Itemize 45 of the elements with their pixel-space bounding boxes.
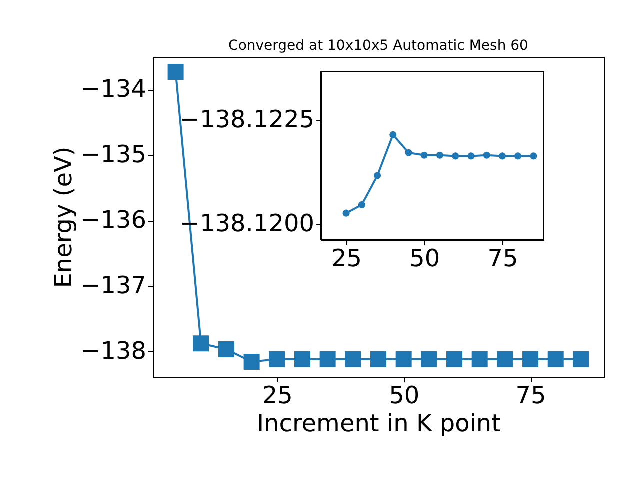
point (498, 152, 506, 160)
point (294, 351, 310, 368)
point (421, 351, 438, 368)
point (452, 152, 460, 160)
point (345, 351, 362, 368)
point (320, 351, 336, 368)
point (342, 210, 350, 217)
point (358, 201, 366, 209)
point (497, 351, 514, 368)
point (405, 149, 412, 156)
y-tick-label: −134 (80, 75, 146, 104)
x-tick-label: 50 (410, 244, 440, 272)
x-tick-label: 25 (332, 244, 362, 272)
point (530, 152, 538, 160)
point (468, 152, 475, 160)
point (269, 351, 286, 368)
point (548, 351, 564, 368)
x-tick-label: 75 (488, 244, 518, 272)
x-tick-label: 75 (516, 382, 546, 410)
point (446, 351, 463, 368)
x-tick-label: 25 (262, 382, 293, 410)
y-axis-title: Energy (eV) (50, 146, 78, 288)
point (573, 351, 590, 368)
point (522, 351, 539, 368)
y-tick-label: −136 (80, 206, 146, 234)
point (420, 152, 428, 159)
point (374, 172, 382, 180)
y-tick-label: −138.1225 (180, 105, 314, 134)
point (396, 351, 412, 368)
chart-title: Converged at 10x10x5 Automatic Mesh 60 (228, 38, 528, 54)
y-tick-label: −137 (80, 272, 146, 300)
point (436, 152, 444, 159)
point (168, 64, 184, 80)
point (244, 354, 260, 370)
point (370, 351, 386, 368)
point (390, 131, 397, 138)
x-tick-label: 50 (389, 382, 420, 410)
x-axis-title: Increment in K point (256, 410, 502, 438)
point (193, 336, 210, 352)
point (472, 351, 488, 368)
point (218, 342, 234, 358)
y-tick-label: −135 (80, 140, 146, 169)
y-tick-label: −138 (80, 336, 146, 365)
point (483, 152, 490, 159)
point (514, 152, 522, 160)
